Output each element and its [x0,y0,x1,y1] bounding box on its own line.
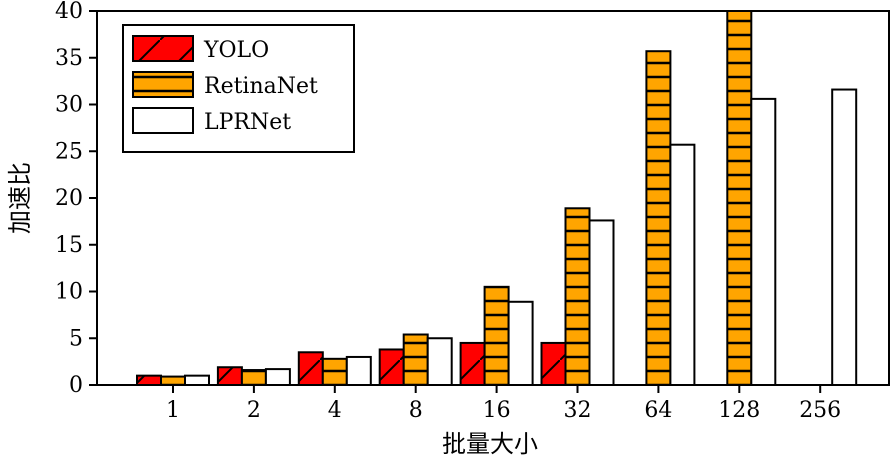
x-tick-label: 128 [718,398,760,423]
bar-yolo-4 [297,351,324,386]
bar-yolo-32 [540,341,567,386]
y-tick-label: 10 [55,280,83,305]
y-axis-title: 加速比 [6,162,34,234]
x-tick-label: 1 [166,398,180,423]
legend-entry-yolo: YOLO [132,35,269,63]
x-tick-label: 4 [328,398,342,423]
bar-lprnet-128 [750,97,777,386]
legend-label: YOLO [203,38,269,63]
axes-layer: 0 5 10 15 20 25 30 35 40 1 2 4 8 16 32 64 128 256 [55,0,890,423]
bar-yolo-1 [136,374,162,386]
y-tick-label: 0 [69,373,83,398]
bar-retinanet-1 [160,375,186,386]
bar-retinanet-8 [402,333,429,387]
bar-lprnet-8 [426,337,453,386]
bar-lprnet-2 [264,368,291,387]
x-tick-label: 16 [483,398,511,423]
bar-lprnet-64 [669,143,696,386]
bar-lprnet-16 [507,300,534,386]
x-tick-label: 2 [247,398,261,423]
x-tick-label: 32 [564,398,592,423]
bar-yolo-2 [216,366,243,386]
x-tick-label: 256 [799,398,841,423]
bar-lprnet-4 [345,355,372,387]
legend-label: LPRNet [204,110,291,135]
y-tick-label: 5 [69,326,83,351]
bar-lprnet-256 [831,88,858,386]
legend-entry-retinanet: RetinaNet [132,71,318,99]
y-tick-label: 35 [55,46,83,71]
x-tick-label: 8 [409,398,423,423]
bar-retinanet-32 [564,207,591,386]
bar-retinanet-64 [645,50,672,387]
bar-retinanet-4 [321,357,348,387]
bar-lprnet-1 [184,374,210,386]
y-tick-label: 30 [55,93,83,118]
bar-lprnet-32 [588,219,615,386]
bar-retinanet-16 [483,285,510,387]
y-tick-label: 25 [55,139,83,164]
x-axis-title: 批量大小 [442,430,538,458]
legend-entry-lprnet: LPRNet [132,107,291,135]
bar-retinanet-128 [726,10,753,386]
legend-label: RetinaNet [204,74,318,99]
x-tick-label: 64 [644,398,672,423]
y-tick-label: 15 [55,233,83,258]
bars-layer [136,10,858,387]
bar-yolo-16 [459,341,486,386]
bar-retinanet-2 [240,369,267,387]
y-tick-label: 40 [55,0,83,24]
bar-yolo-8 [378,348,405,386]
y-tick-label: 20 [55,186,83,211]
legend: YOLO RetinaNet LPRNet [122,24,355,153]
